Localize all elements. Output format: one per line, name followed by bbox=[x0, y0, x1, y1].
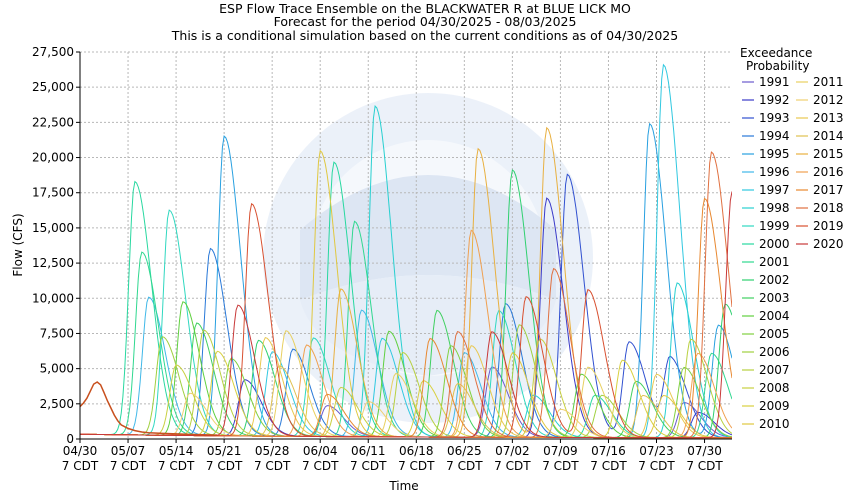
x-tick-date: 07/09 bbox=[543, 444, 578, 458]
x-tick-date: 05/21 bbox=[207, 444, 242, 458]
chart-subtitle: Forecast for the period 04/30/2025 - 08/… bbox=[273, 14, 577, 29]
x-tick-tz: 7 CDT bbox=[686, 459, 723, 473]
legend-label-2016: 2016 bbox=[813, 165, 844, 179]
legend-label-2014: 2014 bbox=[813, 129, 844, 143]
x-tick-tz: 7 CDT bbox=[350, 459, 387, 473]
legend-label-2020: 2020 bbox=[813, 237, 844, 251]
initial-hydrograph-line bbox=[80, 381, 218, 436]
legend-label-1999: 1999 bbox=[759, 219, 790, 233]
x-tick-tz: 7 CDT bbox=[110, 459, 147, 473]
y-tick-label: 0 bbox=[66, 432, 74, 446]
x-tick-date: 07/23 bbox=[639, 444, 674, 458]
legend-label-2018: 2018 bbox=[813, 201, 844, 215]
x-tick-tz: 7 CDT bbox=[494, 459, 531, 473]
x-tick-tz: 7 CDT bbox=[446, 459, 483, 473]
legend-label-2017: 2017 bbox=[813, 183, 844, 197]
y-tick-label: 15,000 bbox=[32, 221, 74, 235]
x-tick-date: 05/14 bbox=[159, 444, 194, 458]
legend-label-2011: 2011 bbox=[813, 75, 844, 89]
y-tick-label: 20,000 bbox=[32, 151, 74, 165]
y-tick-label: 25,000 bbox=[32, 80, 74, 94]
x-tick-date: 06/11 bbox=[351, 444, 386, 458]
x-tick-tz: 7 CDT bbox=[62, 459, 99, 473]
x-tick-date: 04/30 bbox=[63, 444, 98, 458]
x-tick-tz: 7 CDT bbox=[542, 459, 579, 473]
legend-label-1996: 1996 bbox=[759, 165, 790, 179]
legend-label-1995: 1995 bbox=[759, 147, 790, 161]
series-line-2020 bbox=[80, 191, 732, 439]
legend-label-1998: 1998 bbox=[759, 201, 790, 215]
x-tick-date: 06/18 bbox=[399, 444, 434, 458]
x-tick-date: 06/04 bbox=[303, 444, 338, 458]
grid-lines bbox=[79, 51, 732, 440]
legend-label-2006: 2006 bbox=[759, 345, 790, 359]
chart-title: ESP Flow Trace Ensemble on the BLACKWATE… bbox=[219, 1, 631, 16]
legend-label-2019: 2019 bbox=[813, 219, 844, 233]
x-tick-date: 05/28 bbox=[255, 444, 290, 458]
legend-title-line1: Exceedance bbox=[740, 46, 812, 60]
x-tick-date: 06/25 bbox=[447, 444, 482, 458]
legend-title-line2: Probability bbox=[746, 59, 809, 73]
y-tick-label: 2,500 bbox=[40, 397, 74, 411]
series-layer bbox=[80, 63, 732, 439]
legend-label-2000: 2000 bbox=[759, 237, 790, 251]
series-line-2004 bbox=[80, 301, 732, 439]
legend-label-2013: 2013 bbox=[813, 111, 844, 125]
x-tick-tz: 7 CDT bbox=[398, 459, 435, 473]
noaa-watermark-logo bbox=[263, 93, 593, 423]
y-axis-label: Flow (CFS) bbox=[11, 213, 25, 276]
legend-label-1993: 1993 bbox=[759, 111, 790, 125]
axes bbox=[76, 51, 732, 443]
x-tick-tz: 7 CDT bbox=[590, 459, 627, 473]
y-tick-label: 7,500 bbox=[40, 326, 74, 340]
chart-note: This is a conditional simulation based o… bbox=[171, 28, 679, 43]
y-tick-label: 17,500 bbox=[32, 186, 74, 200]
x-axis-label: Time bbox=[388, 479, 418, 493]
y-tick-labels: 0 2,500 5,000 7,500 10,000 12,500 15,000 17,500… bbox=[32, 45, 74, 446]
legend-label-2008: 2008 bbox=[759, 381, 790, 395]
y-tick-label: 27,500 bbox=[32, 45, 74, 59]
x-tick-date: 07/16 bbox=[591, 444, 626, 458]
x-tick-tz: 7 CDT bbox=[158, 459, 195, 473]
legend-label-2010: 2010 bbox=[759, 417, 790, 431]
x-tick-date: 07/02 bbox=[495, 444, 530, 458]
legend-label-1991: 1991 bbox=[759, 75, 790, 89]
x-tick-tz: 7 CDT bbox=[302, 459, 339, 473]
legend-label-2001: 2001 bbox=[759, 255, 790, 269]
legend-label-2002: 2002 bbox=[759, 273, 790, 287]
legend-label-2003: 2003 bbox=[759, 291, 790, 305]
legend-label-2009: 2009 bbox=[759, 399, 790, 413]
x-tick-tz: 7 CDT bbox=[206, 459, 243, 473]
legend-label-1992: 1992 bbox=[759, 93, 790, 107]
legend-label-2012: 2012 bbox=[813, 93, 844, 107]
legend-label-2015: 2015 bbox=[813, 147, 844, 161]
legend-label-2007: 2007 bbox=[759, 363, 790, 377]
legend-label-1994: 1994 bbox=[759, 129, 790, 143]
x-tick-date: 07/30 bbox=[687, 444, 722, 458]
legend-label-2004: 2004 bbox=[759, 309, 790, 323]
y-tick-label: 10,000 bbox=[32, 291, 74, 305]
y-tick-label: 5,000 bbox=[40, 362, 74, 376]
y-tick-label: 12,500 bbox=[32, 256, 74, 270]
x-tick-date: 05/07 bbox=[111, 444, 146, 458]
x-tick-tz: 7 CDT bbox=[638, 459, 675, 473]
legend: Exceedance Probability 1991 1992 1993 1994 1… bbox=[740, 46, 844, 431]
x-tick-tz: 7 CDT bbox=[254, 459, 291, 473]
legend-label-2005: 2005 bbox=[759, 327, 790, 341]
y-tick-label: 22,500 bbox=[32, 115, 74, 129]
legend-label-1997: 1997 bbox=[759, 183, 790, 197]
